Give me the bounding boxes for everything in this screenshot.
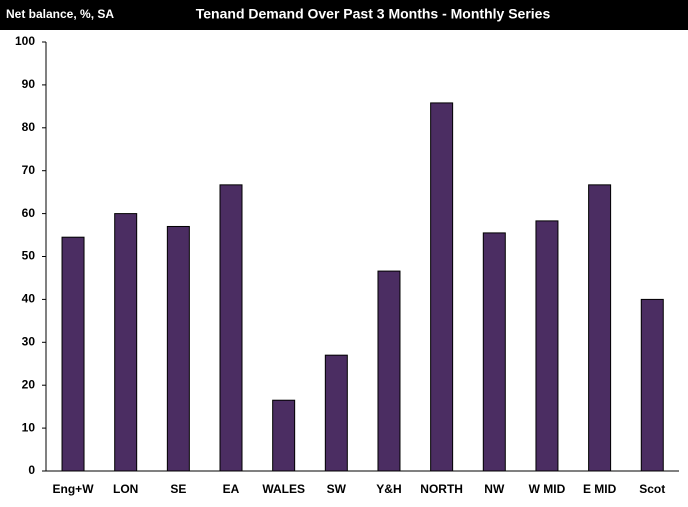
header-bar [0, 0, 688, 30]
bar [535, 220, 559, 472]
bar [61, 236, 85, 472]
y-tick-label: 0 [28, 463, 35, 477]
y-axis-label: Net balance, %, SA [6, 7, 114, 21]
bar [166, 225, 190, 472]
bar [588, 184, 612, 472]
y-tick-label: 50 [22, 249, 36, 263]
bar [272, 399, 296, 472]
x-tick-label: Y&H [376, 482, 401, 496]
x-tick-label: SW [327, 482, 347, 496]
x-tick-label: Scot [639, 482, 665, 496]
x-tick-label: SE [170, 482, 186, 496]
y-tick-label: 100 [15, 34, 35, 48]
x-tick-label: E MID [583, 482, 617, 496]
y-tick-label: 70 [22, 163, 36, 177]
y-tick-label: 90 [22, 77, 36, 91]
y-tick-label: 20 [22, 377, 36, 391]
bar [219, 184, 243, 472]
bar [482, 232, 506, 472]
x-tick-label: EA [223, 482, 240, 496]
x-tick-label: WALES [262, 482, 305, 496]
x-tick-label: LON [113, 482, 138, 496]
y-tick-label: 10 [22, 420, 36, 434]
y-tick-label: 60 [22, 206, 36, 220]
y-tick-label: 30 [22, 334, 36, 348]
y-tick-label: 40 [22, 292, 36, 306]
x-tick-label: W MID [529, 482, 566, 496]
x-tick-label: NW [484, 482, 505, 496]
bar [640, 298, 664, 472]
y-tick-label: 80 [22, 120, 36, 134]
bar [377, 270, 401, 472]
bar [324, 354, 348, 472]
bar [114, 213, 138, 472]
x-tick-label: NORTH [420, 482, 463, 496]
bar [430, 102, 454, 472]
x-tick-label: Eng+W [53, 482, 95, 496]
chart-title: Tenand Demand Over Past 3 Months - Month… [196, 6, 551, 22]
